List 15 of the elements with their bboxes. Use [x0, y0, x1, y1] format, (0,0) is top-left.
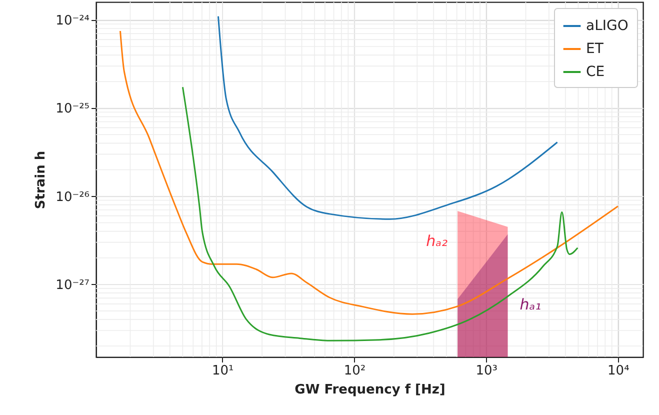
x-tick-label: 10¹	[212, 364, 234, 378]
y-tick-label: 10⁻²⁵	[56, 102, 90, 117]
y-tick-label: 10⁻²⁴	[56, 13, 90, 28]
y-tick-label: 10⁻²⁷	[56, 278, 90, 293]
legend-label: aLIGO	[586, 18, 628, 34]
legend-label: ET	[586, 41, 604, 57]
x-tick-label: 10⁴	[608, 364, 630, 378]
y-tick-label: 10⁻²⁶	[56, 190, 90, 205]
x-axis-title: GW Frequency f [Hz]	[294, 382, 446, 398]
x-tick-label: 10²	[344, 364, 366, 378]
x-tick-label: 10³	[476, 364, 498, 378]
y-axis-title: Strain h	[34, 150, 49, 210]
series-label: hₐ₂	[426, 232, 448, 250]
series-label: hₐ₁	[520, 295, 542, 314]
legend-label: CE	[586, 64, 605, 80]
